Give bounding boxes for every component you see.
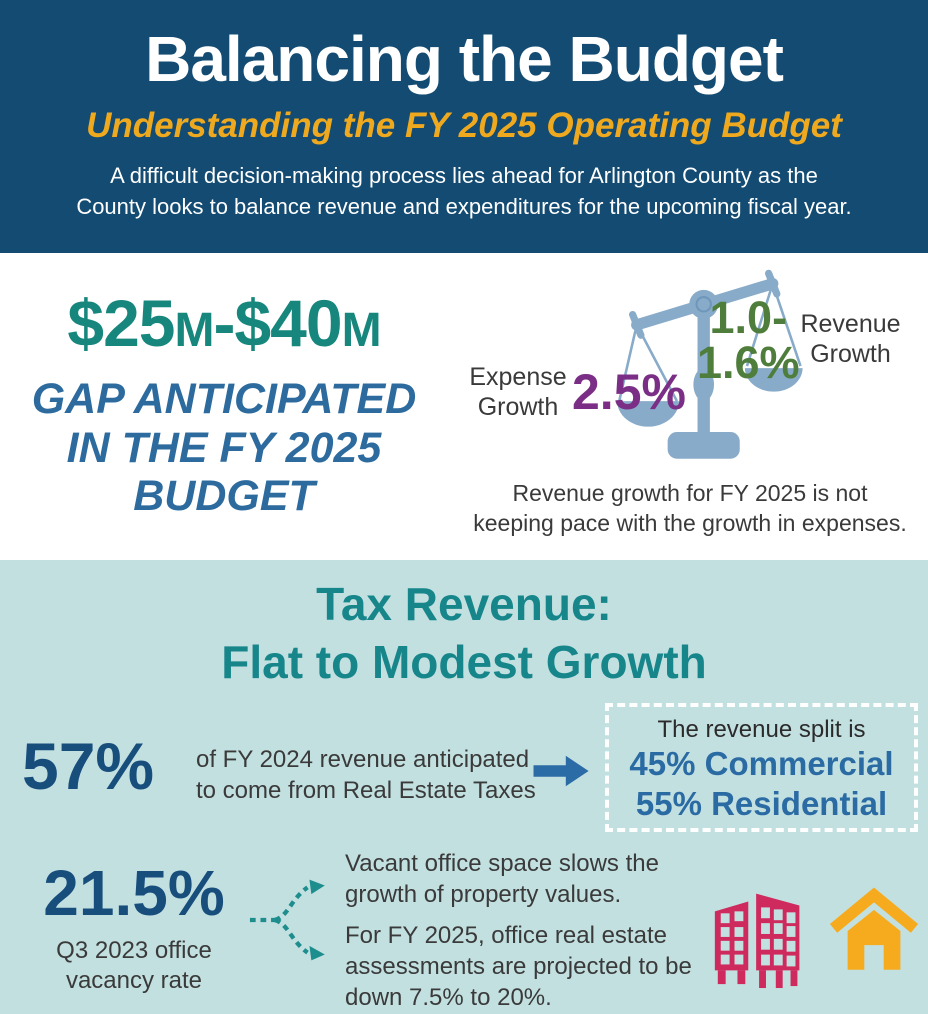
gap-amount-part: $25 xyxy=(67,286,175,360)
gap-subtitle: GAP ANTICIPATED IN THE FY 2025 BUDGET xyxy=(31,375,417,521)
revenue-split-residential: 55% Residential xyxy=(635,784,888,822)
office-buildings-icon xyxy=(714,893,800,989)
vacancy-note-1: Vacant office space slows the growth of … xyxy=(345,850,659,909)
budget-gap-section: $25M-$40M GAP ANTICIPATED IN THE FY 2025… xyxy=(0,253,928,560)
revenue-split-commercial: 45% Commercial xyxy=(629,745,894,782)
page-subtitle: Understanding the FY 2025 Operating Budg… xyxy=(86,106,842,145)
vacancy-stat-label: Q3 2023 office vacancy rate xyxy=(56,937,212,994)
expense-growth-value: 2.5% xyxy=(572,364,686,420)
balance-scale-icon xyxy=(617,269,803,459)
real-estate-stat-value: 57% xyxy=(22,729,155,803)
vacancy-stat-value: 21.5% xyxy=(43,857,225,929)
gap-amount-part: -$40 xyxy=(213,286,343,360)
real-estate-stat-description: of FY 2024 revenue anticipated to come f… xyxy=(196,746,536,805)
revenue-split-box: The revenue split is 45% Commercial 55% … xyxy=(605,703,918,832)
intro-text: A difficult decision-making process lies… xyxy=(76,163,852,220)
tax-revenue-section: Tax Revenue: Flat to Modest Growth 57% o… xyxy=(0,560,928,1014)
gap-amount-part: M xyxy=(341,304,382,357)
revenue-split-intro: The revenue split is xyxy=(657,716,866,743)
page-title: Balancing the Budget xyxy=(145,23,784,95)
expense-growth-label: Expense Growth xyxy=(469,363,567,421)
vacancy-note-2: For FY 2025, office real estate assessme… xyxy=(345,922,692,1012)
house-icon xyxy=(830,887,918,970)
revenue-growth-value: 1.0- 1.6% xyxy=(697,292,800,388)
gap-stat-block: $25M-$40M GAP ANTICIPATED IN THE FY 2025… xyxy=(8,285,440,521)
branch-arrows-icon xyxy=(249,879,325,961)
vacancy-stat-block: 21.5% Q3 2023 office vacancy rate xyxy=(18,856,250,996)
header-banner: Balancing the Budget Understanding the F… xyxy=(0,0,928,253)
gap-amount-part: M xyxy=(174,304,215,357)
section-heading: Tax Revenue: Flat to Modest Growth xyxy=(221,578,707,688)
revenue-growth-label: Revenue Growth xyxy=(800,310,901,368)
gap-amount: $25M-$40M xyxy=(8,285,440,361)
scale-caption: Revenue growth for FY 2025 is not keepin… xyxy=(473,480,907,536)
arrow-right-icon xyxy=(533,755,589,787)
